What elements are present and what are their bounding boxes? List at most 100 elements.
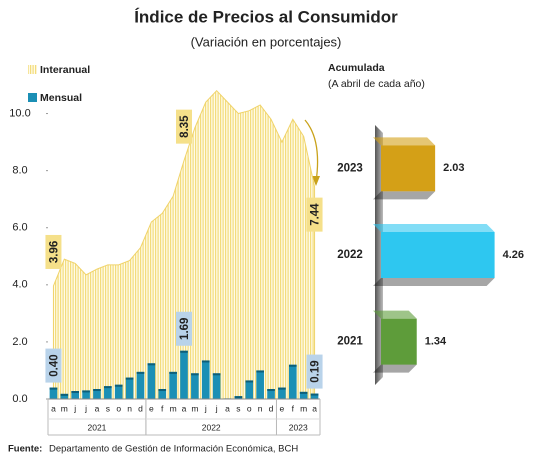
x-tick-label: o [116, 403, 121, 413]
bar-top [256, 370, 264, 373]
title: Índice de Precios al Consumidor [134, 7, 398, 26]
x-tick-label: m [300, 403, 307, 413]
trend-arrow-head [312, 176, 320, 186]
y-tick-label: 6.0 [12, 222, 27, 234]
x-tick-label: m [170, 403, 177, 413]
y-tick-label: 10.0 [9, 107, 30, 119]
bar [147, 363, 156, 399]
data-label: 2.03 [443, 162, 464, 174]
bar [212, 373, 221, 399]
bar-top [136, 371, 145, 374]
bar [381, 145, 436, 192]
bar-side [373, 137, 436, 146]
bar-top [191, 373, 199, 376]
data-label: 4.26 [503, 249, 524, 261]
x-tick-label: d [269, 403, 274, 413]
data-label-group: 1.69 [176, 311, 192, 346]
subtitle: (Variación en porcentajes) [191, 34, 342, 49]
y-tick-label: 4.0 [12, 279, 27, 291]
data-label-group: 3.96 [45, 234, 62, 269]
legend-swatch [28, 65, 37, 74]
data-label: 3.96 [48, 241, 60, 263]
data-label-group: 0.40 [45, 348, 62, 383]
y-tick-label: 2022 [337, 249, 363, 261]
x-tick-label: j [215, 403, 218, 413]
panel-title: Acumulada [328, 62, 385, 74]
data-label: 8.35 [179, 115, 191, 138]
bar [381, 318, 417, 365]
bar [60, 393, 69, 399]
x-tick-label: j [204, 403, 207, 413]
bar-top [278, 387, 286, 390]
x-group-label: 2023 [289, 422, 308, 432]
y-tick-label: 2023 [337, 162, 363, 174]
bar [245, 380, 254, 399]
bar [381, 232, 495, 278]
bar [201, 360, 210, 399]
x-group-label: 2022 [202, 422, 221, 432]
bar-top [147, 363, 156, 366]
data-label-box [176, 109, 192, 144]
x-tick-label: m [191, 403, 198, 413]
bar [310, 393, 319, 399]
data-label: 7.44 [310, 203, 322, 226]
legend-label: Mensual [40, 92, 82, 104]
source-label: Fuente: [8, 444, 42, 455]
y-tick-label: 2021 [337, 336, 363, 348]
bar-side [373, 224, 495, 232]
source-text: Departamento de Gestión de Información E… [49, 444, 298, 455]
data-label-box [306, 354, 323, 389]
bar-top [93, 389, 101, 392]
x-tick-label: e [149, 403, 154, 413]
bar-top [60, 393, 69, 396]
x-tick-label: a [182, 403, 187, 413]
data-label-group: 0.19 [306, 354, 323, 389]
bar-top [125, 377, 134, 380]
bar-top [234, 396, 243, 399]
data-label-box [306, 197, 323, 232]
x-tick-label: a [51, 403, 56, 413]
x-tick-label: a [312, 403, 317, 413]
x-group-label: 2021 [87, 422, 106, 432]
bar-top [288, 364, 297, 367]
x-tick-label: n [258, 403, 263, 413]
bar-top [158, 389, 167, 392]
data-label-box [45, 348, 62, 383]
data-label-box [176, 311, 192, 346]
bar [278, 387, 286, 399]
bar [136, 371, 145, 399]
x-tick-label: f [292, 403, 295, 413]
x-tick-label: e [280, 403, 285, 413]
data-label: 1.69 [179, 318, 191, 340]
y-tick-label: 0.0 [12, 393, 27, 405]
x-tick-label: j [84, 403, 87, 413]
bar [299, 391, 308, 399]
bar-side [373, 278, 495, 286]
bar [49, 387, 58, 399]
bar-top [104, 386, 112, 389]
bar [82, 390, 90, 399]
bar [191, 373, 199, 399]
bar-top [245, 380, 254, 383]
legend-label: Interanual [40, 64, 90, 76]
trend-arrow [304, 119, 319, 183]
x-tick-label: j [73, 403, 76, 413]
bar-side [373, 310, 417, 319]
x-tick-label: n [127, 403, 132, 413]
bar [267, 389, 275, 399]
bar-top [201, 360, 210, 363]
x-tick-label: a [225, 403, 230, 413]
data-label: 0.40 [48, 354, 60, 376]
bar-top [71, 391, 80, 394]
data-label: 0.19 [310, 360, 322, 382]
bar [288, 364, 297, 399]
x-tick-label: f [161, 403, 164, 413]
data-label: 1.34 [425, 336, 447, 348]
bar-top [310, 393, 319, 396]
panel-subtitle: (A abril de cada año) [328, 78, 425, 90]
bar-top [49, 387, 58, 390]
bar-top [180, 350, 188, 353]
area [52, 89, 316, 400]
bar-top [267, 389, 275, 392]
bar-side [373, 364, 417, 373]
